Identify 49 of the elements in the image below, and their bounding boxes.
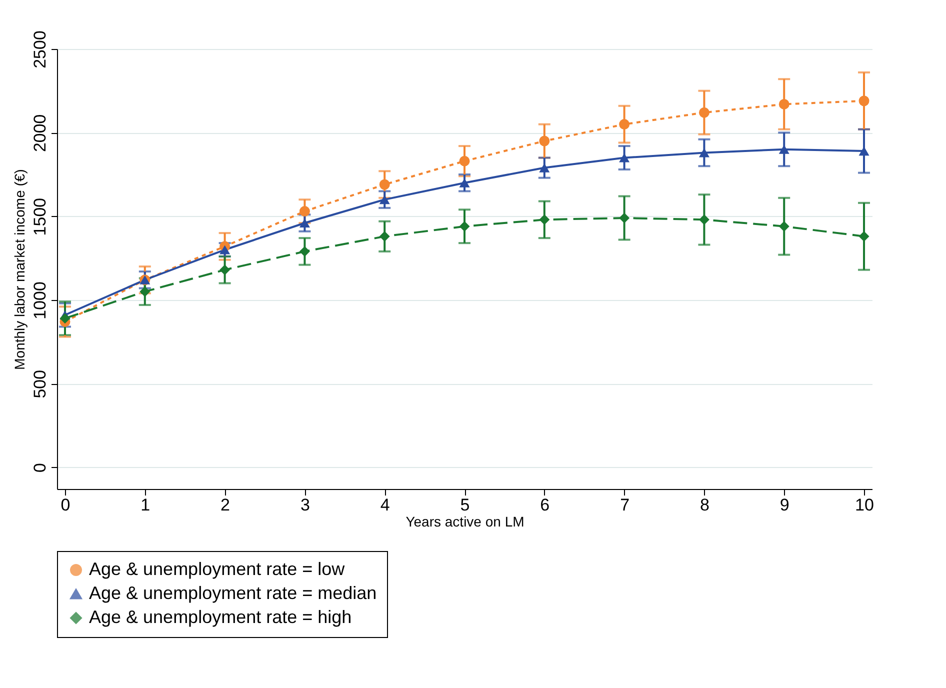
point	[379, 179, 390, 190]
x-tick-label: 7	[620, 496, 630, 514]
legend-label: Age & unemployment rate = median	[89, 583, 377, 603]
y-tick-label: 2500	[30, 30, 50, 68]
x-tick-label: 2	[220, 496, 230, 514]
x-tick-label: 0	[60, 496, 70, 514]
point	[539, 214, 550, 225]
legend-label: Age & unemployment rate = low	[89, 559, 346, 579]
x-tick-label: 5	[460, 496, 470, 514]
point	[539, 136, 550, 146]
point	[619, 119, 630, 130]
point	[220, 264, 230, 276]
x-tick-label: 10	[855, 496, 874, 514]
point	[299, 246, 310, 257]
y-tick-label: 0	[30, 463, 50, 472]
point	[379, 195, 390, 204]
point	[299, 206, 310, 217]
point	[778, 144, 790, 154]
x-tick-label: 8	[700, 496, 710, 514]
x-tick-label: 4	[380, 496, 390, 514]
point	[858, 231, 870, 242]
point	[698, 214, 710, 225]
point	[220, 245, 230, 254]
x-tick-label: 9	[780, 496, 790, 514]
y-tick-label: 1000	[30, 282, 50, 320]
point	[299, 218, 310, 228]
point	[379, 231, 390, 242]
point	[858, 96, 870, 106]
point	[60, 313, 70, 324]
point	[459, 156, 470, 166]
x-axis-title: Years active on LM	[406, 514, 524, 530]
point	[619, 212, 630, 224]
point	[140, 286, 150, 297]
point	[459, 221, 470, 232]
x-tick-label: 1	[140, 496, 150, 514]
point	[778, 98, 790, 110]
point	[698, 148, 710, 158]
point	[778, 221, 790, 232]
point	[619, 153, 630, 162]
x-tick-label: 3	[300, 496, 310, 514]
y-tick-label: 500	[30, 370, 50, 398]
y-axis-title: Monthly labor market income (€)	[12, 169, 28, 370]
legend-label: Age & unemployment rate = high	[89, 607, 352, 627]
point	[858, 146, 870, 156]
y-tick-label: 1500	[30, 198, 50, 236]
y-tick-label: 2000	[30, 114, 50, 152]
point	[698, 107, 710, 118]
point	[539, 163, 550, 172]
x-tick-label: 6	[540, 496, 550, 514]
